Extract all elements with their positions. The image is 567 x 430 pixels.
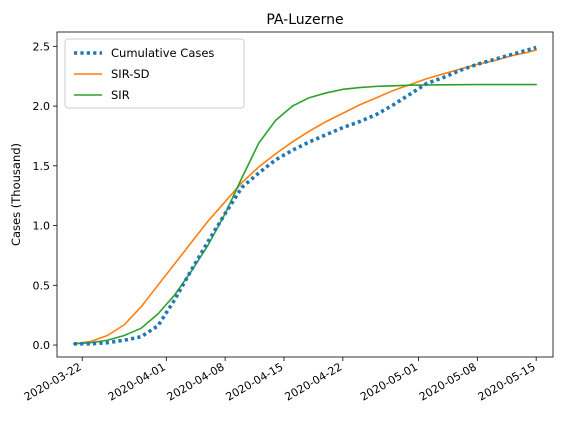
- y-tick-label: 1.5: [33, 160, 51, 173]
- y-tick-label: 2.0: [33, 100, 51, 113]
- y-tick-label: 2.5: [33, 40, 51, 53]
- plot-frame: [56, 31, 554, 358]
- series-line-sir: [73, 83, 537, 345]
- chart-title: PA-Luzerne: [266, 12, 343, 28]
- legend-label: SIR: [111, 88, 130, 102]
- y-tick-label: 0.5: [33, 279, 51, 292]
- legend-label: SIR-SD: [111, 67, 150, 81]
- legend: Cumulative Cases SIR-SD SIR: [64, 38, 245, 109]
- legend-label: Cumulative Cases: [111, 46, 214, 60]
- y-tick-label: 0.0: [33, 339, 51, 352]
- series-layer: [73, 45, 537, 346]
- y-axis-label: Cases (Thousand): [9, 143, 23, 246]
- y-tick-label: 1.0: [33, 220, 51, 233]
- legend-box: [64, 38, 245, 109]
